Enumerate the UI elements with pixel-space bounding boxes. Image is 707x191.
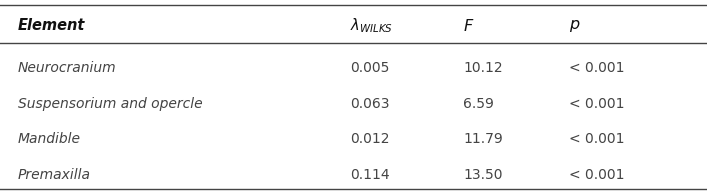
Text: 0.005: 0.005	[350, 61, 390, 75]
Text: < 0.001: < 0.001	[569, 132, 625, 146]
Text: 0.012: 0.012	[350, 132, 390, 146]
Text: 6.59: 6.59	[463, 97, 494, 111]
Text: 0.063: 0.063	[350, 97, 390, 111]
Text: < 0.001: < 0.001	[569, 168, 625, 182]
Text: $\mathbf{\mathit{F}}$: $\mathbf{\mathit{F}}$	[463, 18, 474, 34]
Text: 0.114: 0.114	[350, 168, 390, 182]
Text: Element: Element	[18, 18, 85, 33]
Text: $\lambda_{WILKS}$: $\lambda_{WILKS}$	[350, 16, 393, 35]
Text: 13.50: 13.50	[463, 168, 503, 182]
Text: $\mathbf{\mathit{p}}$: $\mathbf{\mathit{p}}$	[569, 18, 580, 34]
Text: 10.12: 10.12	[463, 61, 503, 75]
Text: Mandible: Mandible	[18, 132, 81, 146]
Text: Neurocranium: Neurocranium	[18, 61, 116, 75]
Text: < 0.001: < 0.001	[569, 97, 625, 111]
Text: Suspensorium and opercle: Suspensorium and opercle	[18, 97, 202, 111]
Text: Premaxilla: Premaxilla	[18, 168, 90, 182]
Text: < 0.001: < 0.001	[569, 61, 625, 75]
Text: 11.79: 11.79	[463, 132, 503, 146]
